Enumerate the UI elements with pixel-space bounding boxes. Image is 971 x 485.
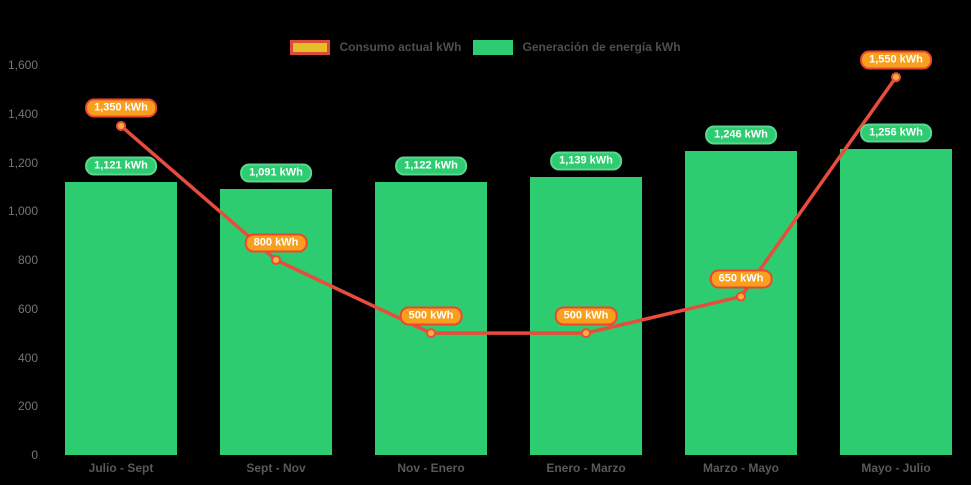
- x-axis-label: Marzo - Mayo: [702, 461, 780, 475]
- legend-label: Consumo actual kWh: [339, 40, 462, 54]
- y-axis-label: 1,600: [7, 58, 38, 72]
- y-axis-label: 200: [17, 399, 38, 414]
- consumption-value-badge: 1,550 kWh: [860, 50, 932, 70]
- y-axis-label: 0: [31, 448, 38, 462]
- generation-value-badge: 1,246 kWh: [705, 125, 777, 145]
- consumption-value-badge: 500 kWh: [399, 306, 463, 326]
- line-point[interactable]: [116, 120, 126, 131]
- generation-bar[interactable]: [220, 189, 332, 455]
- line-point[interactable]: [891, 72, 901, 83]
- line-point[interactable]: [426, 328, 436, 339]
- y-axis-label: 1,000: [7, 204, 38, 219]
- x-axis-label: Julio - Sept: [88, 461, 154, 475]
- x-axis-label: Mayo - Julio: [861, 461, 931, 475]
- chart-legend: Consumo actual kWh Generación de energía …: [0, 39, 971, 55]
- line-point[interactable]: [581, 328, 591, 339]
- generation-bar[interactable]: [840, 148, 952, 455]
- consumption-value-badge: 650 kWh: [709, 269, 773, 289]
- legend-label: Generación de energía kWh: [522, 40, 681, 54]
- x-axis-label: Enero - Marzo: [546, 461, 626, 475]
- x-axis-label: Sept - Nov: [246, 461, 306, 475]
- generacion-legend-swatch: [473, 39, 514, 55]
- generation-bar[interactable]: [65, 181, 177, 455]
- generation-value-badge: 1,122 kWh: [395, 156, 467, 175]
- generation-value-badge: 1,121 kWh: [85, 156, 157, 176]
- y-axis-label: 600: [17, 301, 38, 316]
- legend-item-consumo[interactable]: Consumo actual kWh: [290, 39, 462, 55]
- legend-item-generacion[interactable]: Generación de energía kWh: [473, 39, 681, 55]
- y-axis-label: 800: [17, 253, 38, 267]
- generation-bar[interactable]: [685, 151, 797, 455]
- generation-value-badge: 1,139 kWh: [550, 151, 622, 171]
- consumption-value-badge: 800 kWh: [244, 233, 308, 252]
- line-point[interactable]: [271, 255, 281, 265]
- consumption-value-badge: 500 kWh: [554, 306, 618, 326]
- x-axis-label: Nov - Enero: [397, 461, 465, 475]
- generation-value-badge: 1,256 kWh: [860, 123, 932, 143]
- consumo-legend-swatch: [290, 39, 331, 55]
- y-axis-label: 400: [17, 350, 38, 365]
- line-point[interactable]: [736, 291, 746, 302]
- y-axis-label: 1,200: [7, 155, 38, 170]
- consumption-value-badge: 1,350 kWh: [85, 98, 157, 118]
- y-axis-label: 1,400: [7, 106, 38, 121]
- generation-value-badge: 1,091 kWh: [240, 163, 312, 183]
